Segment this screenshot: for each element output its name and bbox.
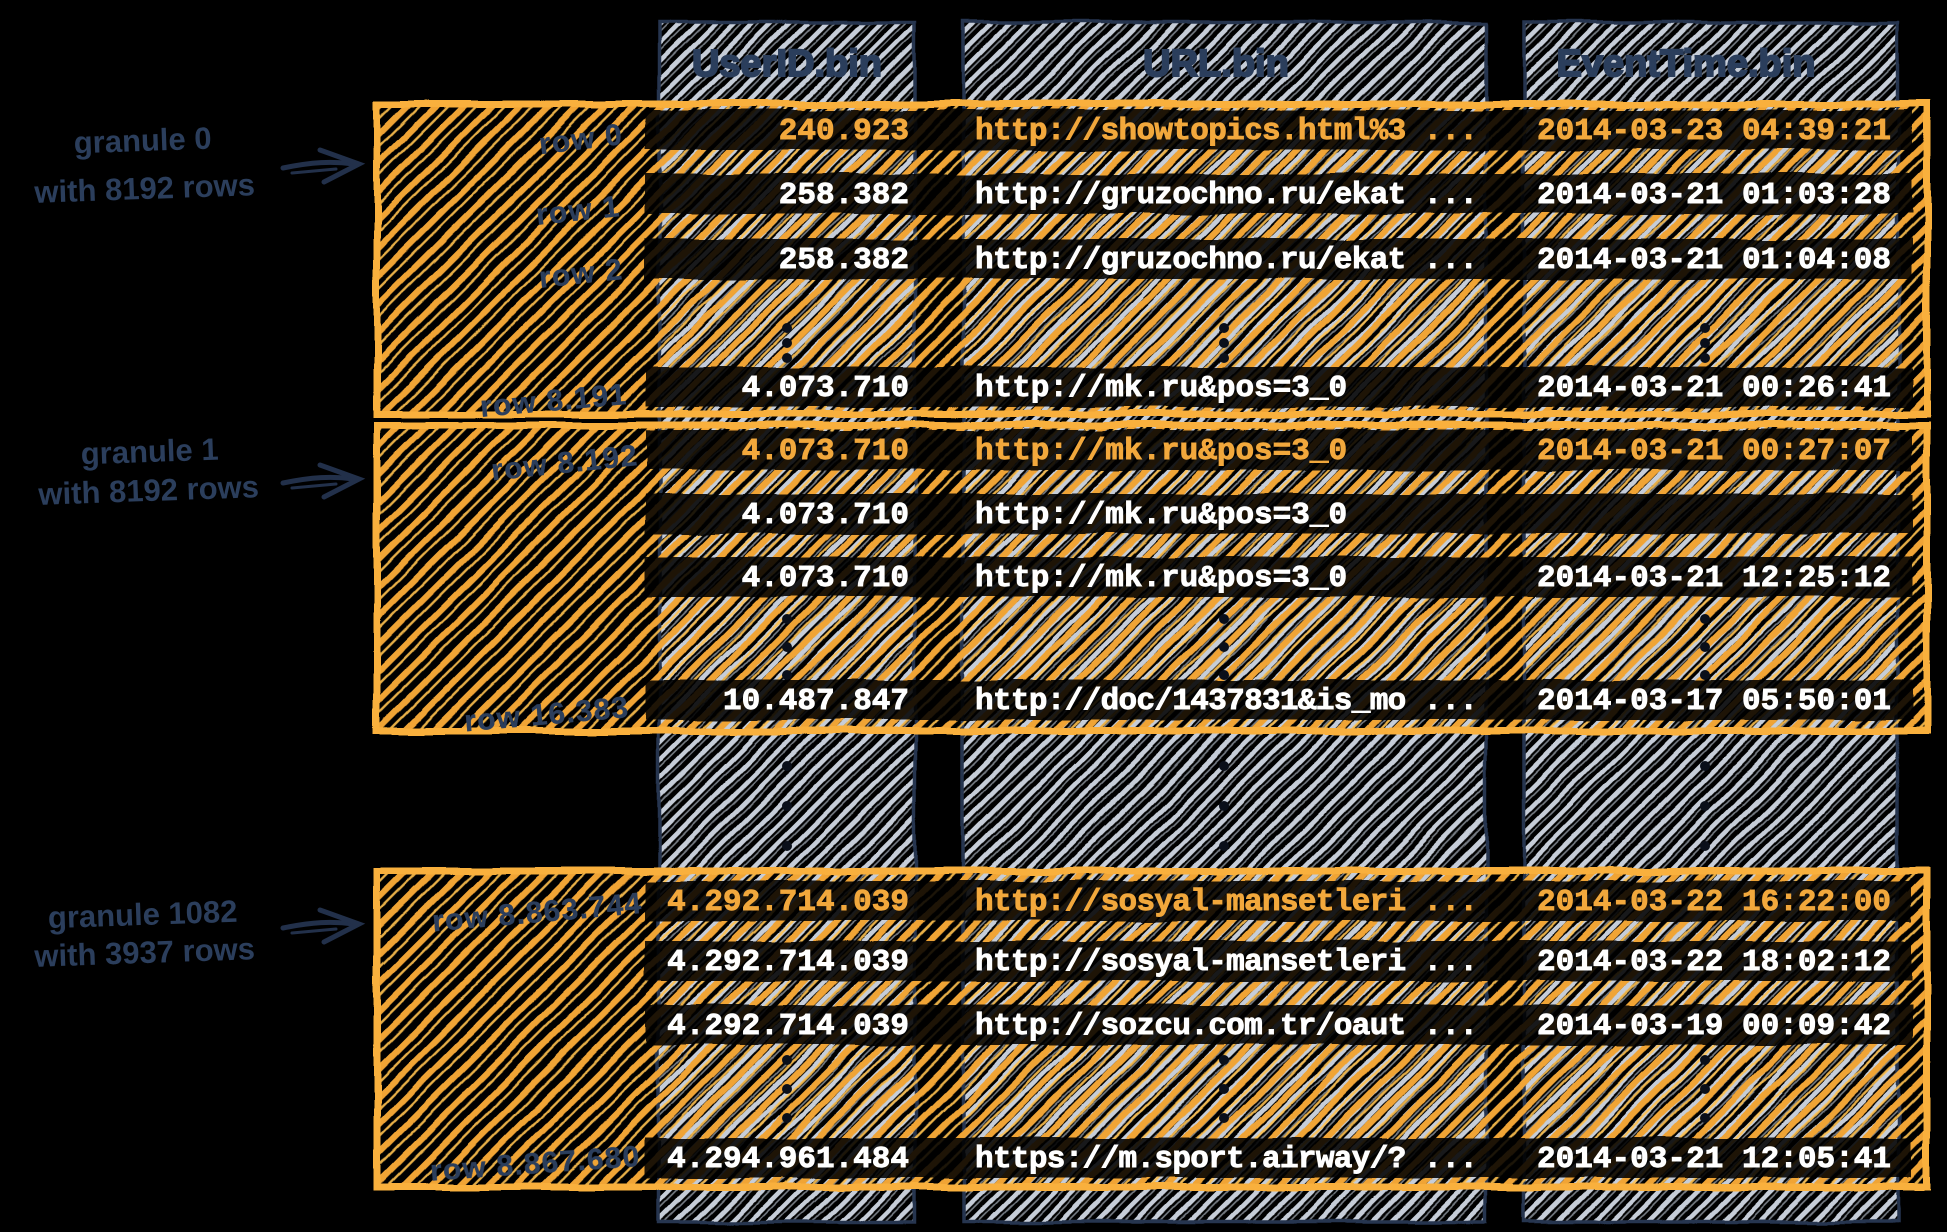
svg-text:4.073.710: 4.073.710 bbox=[742, 434, 909, 469]
svg-text:2014-03-22 16:22:00: 2014-03-22 16:22:00 bbox=[1537, 885, 1891, 920]
svg-text:258.382: 258.382 bbox=[779, 243, 909, 278]
svg-text:http://gruzochno.ru/ekat ...: http://gruzochno.ru/ekat ... bbox=[975, 178, 1478, 213]
svg-text:http://sosyal-mansetleri ...: http://sosyal-mansetleri ... bbox=[975, 945, 1478, 980]
svg-text:4.073.710: 4.073.710 bbox=[742, 371, 909, 406]
svg-text:http://mk.ru&pos=3_0: http://mk.ru&pos=3_0 bbox=[975, 561, 1347, 596]
svg-text:http://mk.ru&pos=3_0: http://mk.ru&pos=3_0 bbox=[975, 371, 1347, 406]
svg-text:URL.bin: URL.bin bbox=[1143, 43, 1289, 85]
svg-text:2014-03-17 05:50:01: 2014-03-17 05:50:01 bbox=[1537, 684, 1891, 719]
svg-text:2014-03-21 00:27:07: 2014-03-21 00:27:07 bbox=[1537, 434, 1891, 469]
svg-text:2014-03-21 12:25:12: 2014-03-21 12:25:12 bbox=[1537, 561, 1891, 596]
svg-text:4.292.714.039: 4.292.714.039 bbox=[667, 945, 909, 980]
svg-text:http://doc/1437831&is_mo ...: http://doc/1437831&is_mo ... bbox=[975, 684, 1478, 719]
svg-text:http://mk.ru&pos=3_0: http://mk.ru&pos=3_0 bbox=[975, 498, 1347, 533]
svg-text:2014-03-21 12:05:41: 2014-03-21 12:05:41 bbox=[1537, 1142, 1891, 1177]
svg-text:http://gruzochno.ru/ekat ...: http://gruzochno.ru/ekat ... bbox=[975, 243, 1478, 278]
svg-text:4.292.714.039: 4.292.714.039 bbox=[667, 885, 909, 920]
svg-text:https://m.sport.airway/? ...: https://m.sport.airway/? ... bbox=[975, 1142, 1478, 1177]
svg-text:2014-03-23 04:39:21: 2014-03-23 04:39:21 bbox=[1537, 114, 1891, 149]
svg-text:row 8.867.680: row 8.867.680 bbox=[429, 1140, 642, 1188]
svg-text:258.382: 258.382 bbox=[779, 178, 909, 213]
svg-text:2014-03-21 00:26:41: 2014-03-21 00:26:41 bbox=[1537, 371, 1891, 406]
svg-text:4.073.710: 4.073.710 bbox=[742, 498, 909, 533]
svg-text:with 8192 rows: with 8192 rows bbox=[33, 167, 256, 210]
svg-text:240.923: 240.923 bbox=[779, 114, 909, 149]
svg-text:granule 0: granule 0 bbox=[73, 121, 212, 161]
svg-text:http://sozcu.com.tr/oaut ...: http://sozcu.com.tr/oaut ... bbox=[975, 1009, 1478, 1044]
svg-text:http://sosyal-mansetleri ...: http://sosyal-mansetleri ... bbox=[975, 885, 1478, 920]
svg-text:http://showtopics.html%3 ...: http://showtopics.html%3 ... bbox=[975, 114, 1478, 149]
svg-text:2014-03-21 01:03:28: 2014-03-21 01:03:28 bbox=[1537, 178, 1891, 213]
svg-text:granule 1: granule 1 bbox=[80, 432, 219, 472]
svg-text:2014-03-19 00:09:42: 2014-03-19 00:09:42 bbox=[1537, 1009, 1891, 1044]
svg-text:2014-03-21 01:04:08: 2014-03-21 01:04:08 bbox=[1537, 243, 1891, 278]
svg-text:UserID.bin: UserID.bin bbox=[692, 43, 882, 85]
svg-text:with 8192 rows: with 8192 rows bbox=[37, 469, 260, 512]
svg-text:http://mk.ru&pos=3_0: http://mk.ru&pos=3_0 bbox=[975, 434, 1347, 469]
svg-text:granule 1082: granule 1082 bbox=[47, 894, 238, 936]
svg-text:4.073.710: 4.073.710 bbox=[742, 561, 909, 596]
svg-text:2014-03-22 18:02:12: 2014-03-22 18:02:12 bbox=[1537, 945, 1891, 980]
svg-text:10.487.847: 10.487.847 bbox=[723, 684, 909, 719]
svg-text:EventTime.bin: EventTime.bin bbox=[1556, 43, 1815, 85]
svg-text:4.292.714.039: 4.292.714.039 bbox=[667, 1009, 909, 1044]
svg-text:with 3937 rows: with 3937 rows bbox=[33, 931, 256, 974]
svg-text:4.294.961.484: 4.294.961.484 bbox=[667, 1142, 909, 1177]
